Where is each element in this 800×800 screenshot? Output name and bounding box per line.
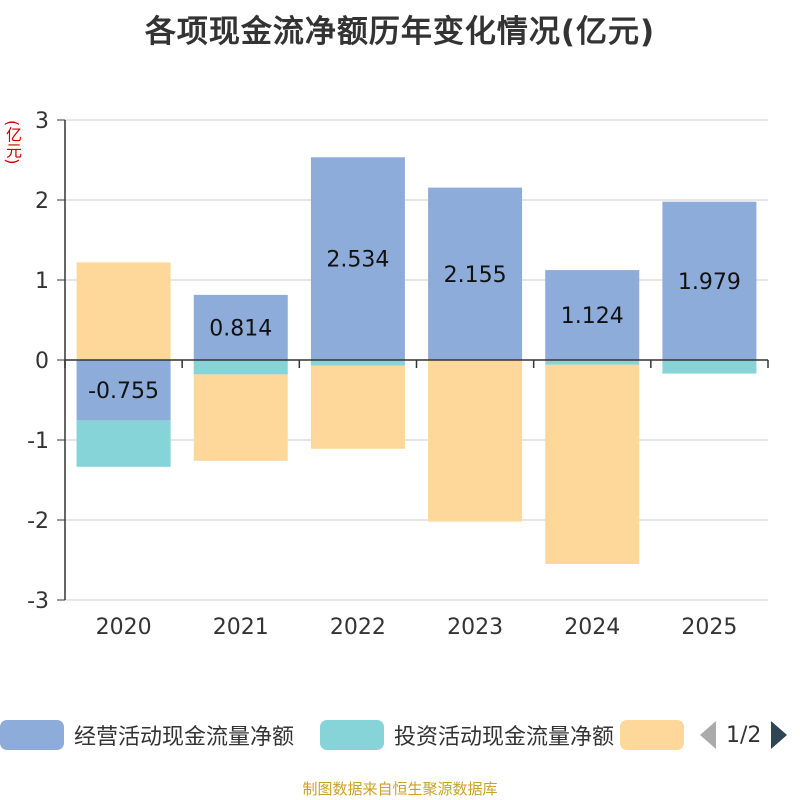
bar-series2-2020: [76, 262, 171, 360]
bar-series2-2022: [310, 365, 405, 449]
legend-item-financing[interactable]: [620, 718, 684, 752]
legend-swatch-operating: [0, 720, 64, 750]
data-label-2024: 1.124: [561, 304, 624, 329]
x-tick-label-2025: 2025: [681, 615, 737, 640]
legend-prev-page-icon[interactable]: [700, 721, 716, 749]
data-label-2021: 0.814: [209, 316, 272, 341]
data-label-2022: 2.534: [326, 248, 389, 273]
bar-series0-2021: [193, 294, 288, 360]
bar-series0-2020: [76, 360, 171, 421]
bar-series2-2024: [545, 364, 640, 564]
bar-series0-2025: [662, 201, 757, 360]
x-tick-label-2023: 2023: [447, 615, 503, 640]
y-tick-label: 3: [35, 109, 49, 134]
legend: 经营活动现金流量净额 投资活动现金流量净额 1/2: [0, 718, 800, 752]
bar-series0-2024: [545, 270, 640, 360]
y-tick-label: -3: [27, 589, 49, 614]
bar-series1-2022: [310, 360, 405, 366]
bar-series2-2021: [193, 374, 288, 461]
legend-next-page-icon[interactable]: [771, 721, 788, 749]
y-tick-label: 0: [35, 349, 49, 374]
data-label-2023: 2.155: [444, 263, 507, 288]
bar-series1-2025: [662, 360, 757, 374]
x-tick-label-2024: 2024: [564, 615, 620, 640]
data-label-2020: -0.755: [88, 379, 159, 404]
bar-series0-2023: [428, 187, 523, 360]
legend-item-investing[interactable]: 投资活动现金流量净额: [320, 718, 614, 752]
legend-item-operating[interactable]: 经营活动现金流量净额: [0, 718, 294, 752]
data-label-2025: 1.979: [678, 270, 741, 295]
x-tick-label-2022: 2022: [330, 615, 386, 640]
bar-series2-2023: [428, 360, 523, 522]
chart-title: 各项现金流净额历年变化情况(亿元): [144, 14, 656, 50]
bar-series1-2020: [76, 420, 171, 467]
legend-swatch-financing: [620, 720, 684, 750]
y-tick-label: -2: [27, 509, 49, 534]
x-tick-label-2021: 2021: [213, 615, 269, 640]
legend-swatch-investing: [320, 720, 384, 750]
y-axis-unit: (亿元): [3, 120, 22, 165]
bar-series0-2022: [310, 157, 405, 360]
data-source-note: 制图数据来自恒生聚源数据库: [302, 780, 498, 798]
stacked-bar-chart: 3 2 1 0 -1 -2 -3 -0.755 0.814 2.534 2.155 1.124 1.97…: [27, 109, 769, 640]
legend-page-indicator: 1/2: [726, 722, 762, 748]
y-tick-label: -1: [27, 429, 49, 454]
bar-series1-2024: [545, 360, 640, 365]
legend-pager: 1/2: [700, 718, 788, 752]
legend-label-operating: 经营活动现金流量净额: [74, 725, 295, 750]
x-tick-label-2020: 2020: [96, 615, 152, 640]
bar-series1-2021: [193, 360, 288, 375]
legend-label-investing: 投资活动现金流量净额: [394, 725, 615, 750]
y-tick-label: 2: [35, 189, 49, 214]
y-tick-label: 1: [35, 269, 49, 294]
